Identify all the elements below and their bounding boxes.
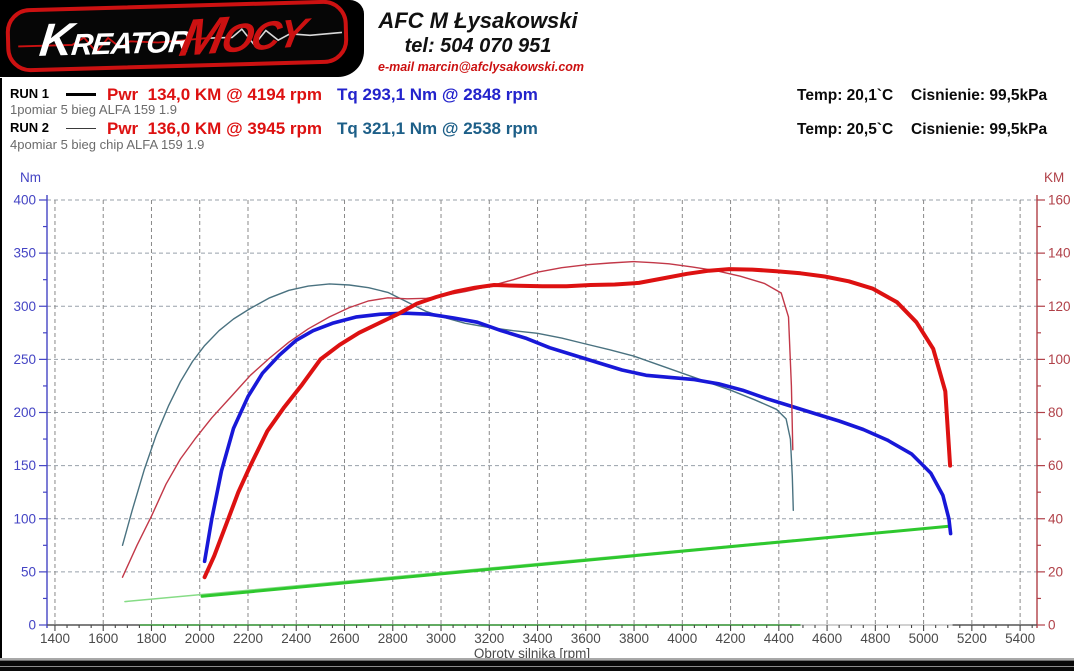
right-axis-tick-label: 40 <box>1048 511 1063 526</box>
run1-torque-value: 293,1 Nm @ 2848 rpm <box>362 85 538 104</box>
right-axis-tick-label: 0 <box>1048 618 1056 633</box>
left-axis-tick-label: 50 <box>21 564 36 579</box>
right-axis-tick-label: 140 <box>1048 246 1071 261</box>
x-axis-tick-label: 1400 <box>40 631 70 646</box>
contact-block: AFC M Łysakowski tel: 504 070 951 e-mail… <box>378 8 585 75</box>
run2-label: RUN 2 <box>10 120 50 135</box>
x-axis-tick-label: 2400 <box>281 631 311 646</box>
gridlines <box>47 199 1037 625</box>
run2-power-value: 136,0 KM @ 3945 rpm <box>147 119 323 138</box>
bottom-window-bar <box>0 658 1074 671</box>
x-axis-tick-label: 4600 <box>812 631 842 646</box>
x-axis-tick-label: 5200 <box>957 631 987 646</box>
run2-torque-label: Tq <box>337 119 358 138</box>
right-axis-tick-label: 120 <box>1048 299 1071 314</box>
logo-backdrop: Kreator Mocy <box>0 0 364 77</box>
brand-text-kreator: Kreator <box>37 12 192 66</box>
left-axis-tick-label: 400 <box>13 193 36 208</box>
run2-line-sample <box>66 128 96 129</box>
run2-row: RUN 2 Pwr 136,0 KM @ 3945 rpm Tq 321,1 N… <box>0 119 1074 139</box>
pulse-line-icon <box>18 28 343 54</box>
series-run1-speed <box>200 524 951 598</box>
run1-temp-reading: Temp: 20,1`C <box>797 87 894 104</box>
right-axis-tick-label: 60 <box>1048 458 1063 473</box>
curves <box>121 260 953 603</box>
x-axis-tick-label: 2600 <box>329 631 359 646</box>
run1-row: RUN 1 Pwr 134,0 KM @ 4194 rpm Tq 293,1 N… <box>0 85 1074 105</box>
x-axis-tick-label: 4800 <box>860 631 890 646</box>
contact-tel: tel: 504 070 951 <box>404 35 552 57</box>
left-window-border <box>0 78 2 658</box>
x-axis-tick-label: 2800 <box>378 631 408 646</box>
x-axis-tick-label: 5000 <box>909 631 939 646</box>
run1-power-reading: Pwr 134,0 KM @ 4194 rpm <box>107 85 322 105</box>
right-axis-tick-label: 100 <box>1048 352 1071 367</box>
series-run1-torque-nm <box>202 311 953 564</box>
run2-description: 4pomiar 5 bieg chip ALFA 159 1.9 <box>10 137 205 152</box>
x-axis-tick-label: 1800 <box>136 631 166 646</box>
series-run2-torque-nm <box>121 283 794 546</box>
contact-email: e-mail marcin@afclysakowski.com <box>378 60 585 74</box>
run2-torque-reading: Tq 321,1 Nm @ 2538 rpm <box>337 119 538 139</box>
run1-label: RUN 1 <box>10 86 50 101</box>
x-axis-tick-label: 2000 <box>185 631 215 646</box>
x-axis-tick-label: 3200 <box>474 631 504 646</box>
contact-name: AFC M Łysakowski <box>378 8 578 33</box>
run2-temp-reading: Temp: 20,5`C <box>797 121 894 138</box>
x-axis-tick-label: 4200 <box>716 631 746 646</box>
run1-torque-label: Tq <box>337 85 358 104</box>
left-axis-tick-label: 0 <box>28 618 36 633</box>
run1-torque-reading: Tq 293,1 Nm @ 2848 rpm <box>337 85 538 105</box>
run1-line-sample <box>66 93 96 96</box>
x-axis-tick-label: 5400 <box>1005 631 1035 646</box>
right-axis-title: KM <box>1044 170 1064 185</box>
left-axis-tick-label: 300 <box>13 299 36 314</box>
right-axis-tick-label: 80 <box>1048 405 1063 420</box>
left-axis-tick-label: 100 <box>13 511 36 526</box>
left-axis-tick-label: 150 <box>13 458 36 473</box>
x-axis-tick-label: 3400 <box>523 631 553 646</box>
left-axis-tick-label: 250 <box>13 352 36 367</box>
run1-power-label: Pwr <box>107 85 139 104</box>
run1-pressure-reading: Cisnienie: 99,5kPa <box>911 87 1048 104</box>
brand-badge: Kreator Mocy <box>5 0 349 73</box>
x-axis-tick-label: 3800 <box>619 631 649 646</box>
right-axis-tick-label: 160 <box>1048 193 1071 208</box>
run2-power-label: Pwr <box>107 119 139 138</box>
brand-text-mocy: Mocy <box>175 6 309 69</box>
run1-power-value: 134,0 KM @ 4194 rpm <box>147 85 323 104</box>
x-axis-title: Obroty silnika [rpm] <box>474 646 590 658</box>
dyno-chart-svg: 0 50 100 150 200 250 300 350 400 Nm 0 20 40 60 80 100 12… <box>13 170 1070 658</box>
run2-pressure-reading: Cisnienie: 99,5kPa <box>911 121 1048 138</box>
axes: 0 50 100 150 200 250 300 350 400 Nm 0 20 40 60 80 100 12… <box>13 170 1070 658</box>
x-axis-tick-label: 4400 <box>764 631 794 646</box>
run1-description: 1pomiar 5 bieg ALFA 159 1.9 <box>10 102 177 117</box>
left-axis-tick-label: 200 <box>13 405 36 420</box>
series-run1-power-km <box>202 267 953 580</box>
left-axis-tick-label: 350 <box>13 246 36 261</box>
x-axis-tick-label: 4000 <box>667 631 697 646</box>
x-axis-tick-label: 3000 <box>426 631 456 646</box>
x-axis-tick-label: 1600 <box>88 631 118 646</box>
run2-torque-value: 321,1 Nm @ 2538 rpm <box>362 119 538 138</box>
left-axis-title: Nm <box>20 170 41 185</box>
right-axis-tick-label: 20 <box>1048 564 1063 579</box>
x-axis-tick-label: 2200 <box>233 631 263 646</box>
run2-power-reading: Pwr 136,0 KM @ 3945 rpm <box>107 119 322 139</box>
x-axis-tick-label: 3600 <box>571 631 601 646</box>
